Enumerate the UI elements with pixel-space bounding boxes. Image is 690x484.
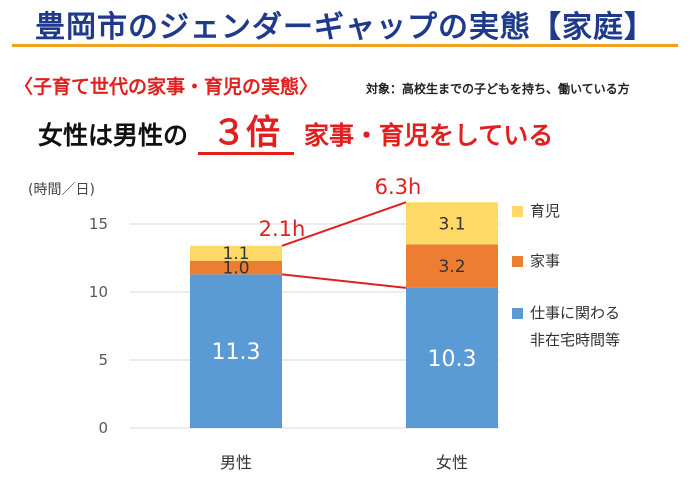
legend-label: 仕事に関わる [530, 304, 620, 322]
connector-line-top [281, 201, 407, 247]
section-subtitle: 〈子育て世代の家事・育児の実態〉 [14, 76, 319, 98]
total-label: 6.3h [375, 175, 422, 199]
legend-label: 育児 [530, 202, 560, 220]
y-tick-label: 10 [89, 283, 108, 301]
y-tick-label: 0 [98, 419, 108, 437]
x-tick-label: 女性 [436, 453, 468, 472]
legend-label: 家事 [530, 252, 560, 270]
bar-segment [190, 260, 282, 275]
legend-swatch [512, 256, 523, 267]
legend-label: 非在宅時間等 [530, 331, 620, 349]
y-tick-label: 15 [89, 215, 108, 233]
page-title: 豊岡市のジェンダーギャップの実態【家庭】 [35, 10, 655, 45]
total-label: 2.1h [259, 217, 306, 241]
data-label: 10.3 [428, 347, 477, 372]
headline-after: 家事・育児をしている [304, 121, 554, 150]
legend-swatch [512, 308, 523, 319]
data-label: 3.1 [438, 214, 465, 234]
title-underline [12, 44, 678, 47]
data-label: 1.1 [222, 244, 249, 264]
data-label: 11.3 [212, 340, 261, 365]
data-label: 3.2 [438, 257, 465, 277]
y-axis-label: (時間／日) [28, 182, 95, 198]
headline-before: 女性は男性の [38, 121, 189, 150]
bar-segment [406, 287, 498, 428]
data-label: 1.0 [222, 259, 249, 279]
connector-line-bottom [281, 273, 407, 289]
headline-number: ３倍 [198, 114, 295, 155]
target-note: 対象：高校生までの子どもを持ち、働いている方 [366, 82, 630, 96]
bar-segment [190, 245, 282, 261]
x-tick-label: 男性 [220, 453, 252, 472]
headline: 女性は男性の ３倍 家事・育児をしている [38, 114, 553, 160]
y-tick-label: 5 [98, 351, 108, 369]
bar-segment [406, 202, 498, 245]
legend-swatch [512, 206, 523, 217]
bar-segment [190, 274, 282, 428]
bar-segment [406, 244, 498, 288]
